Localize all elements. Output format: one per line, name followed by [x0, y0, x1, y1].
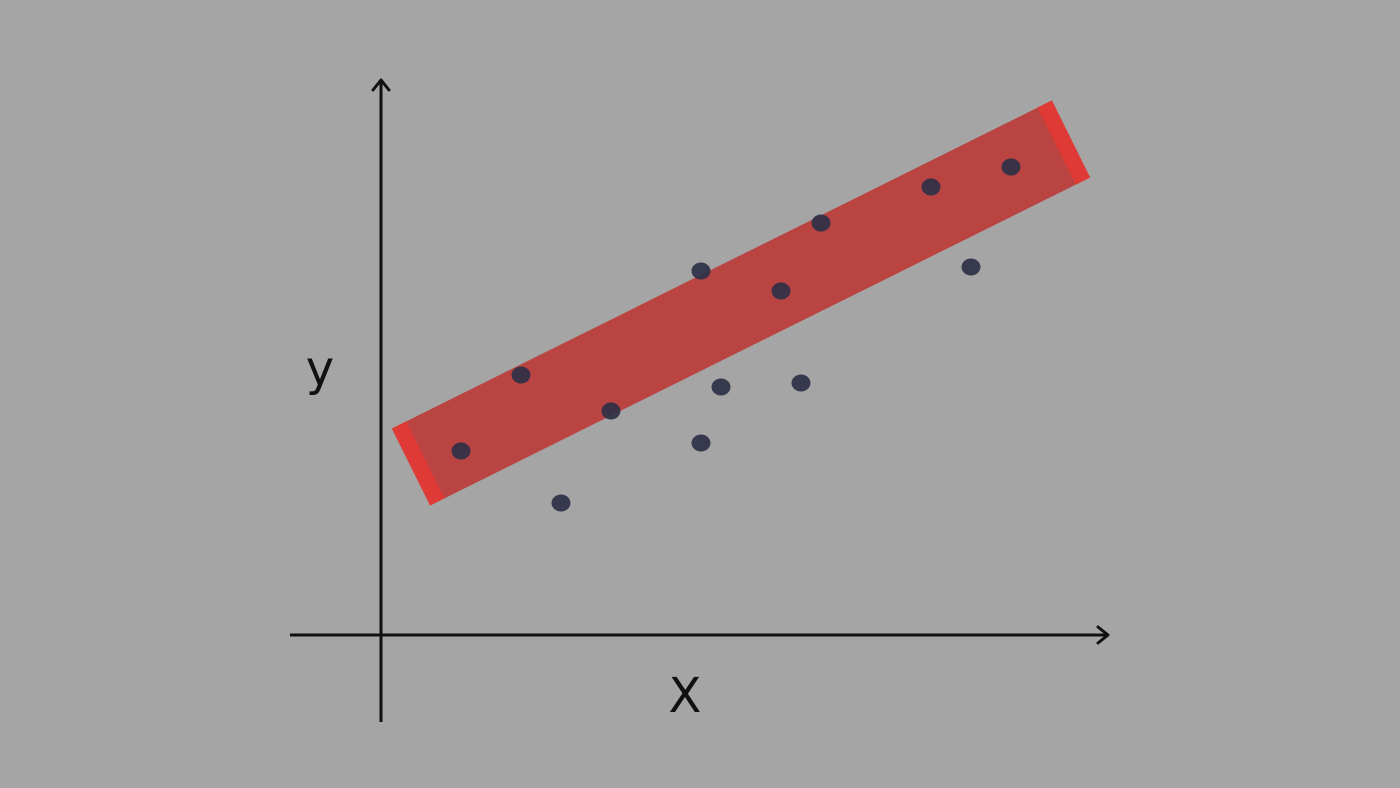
data-point-5: [691, 434, 711, 452]
regression-band-end-cap: [1037, 100, 1091, 185]
data-point-6: [691, 262, 711, 280]
data-points: [451, 158, 1021, 512]
regression-band: [391, 100, 1091, 506]
y-axis-arrowhead: [371, 78, 391, 92]
data-point-7: [711, 378, 731, 396]
data-point-1: [451, 442, 471, 460]
y-axis-label: y: [306, 341, 334, 397]
axes: X y: [290, 78, 1110, 724]
data-point-10: [811, 214, 831, 232]
data-point-13: [1001, 158, 1021, 176]
data-point-4: [601, 402, 621, 420]
data-point-2: [511, 366, 531, 384]
data-point-8: [771, 282, 791, 300]
data-point-11: [921, 178, 941, 196]
data-point-12: [961, 258, 981, 276]
x-axis-arrowhead: [1096, 625, 1110, 645]
regression-band-start-cap: [391, 421, 445, 506]
x-axis-label: X: [669, 668, 702, 724]
regression-band-layer: [391, 100, 1091, 506]
data-point-9: [791, 374, 811, 392]
data-point-3: [551, 494, 571, 512]
